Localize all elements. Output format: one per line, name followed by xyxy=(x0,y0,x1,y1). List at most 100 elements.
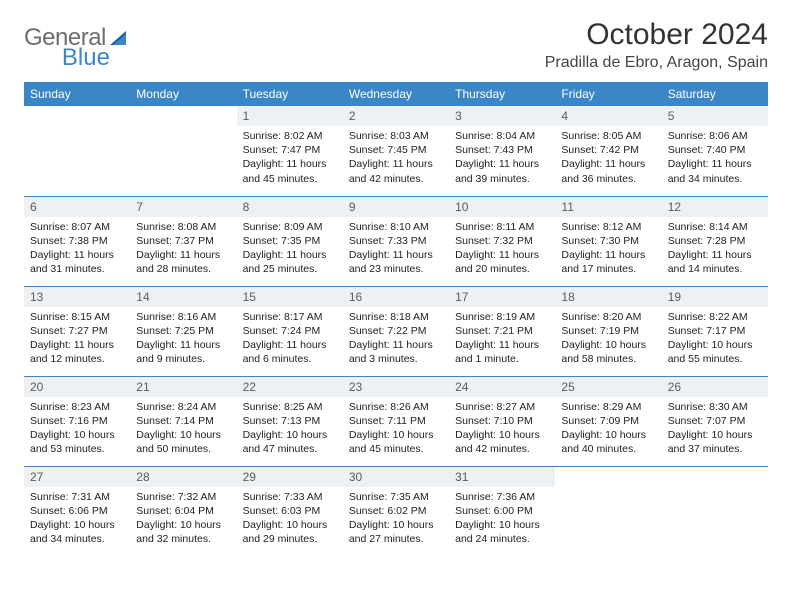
day-number: 30 xyxy=(343,467,449,487)
day-details: Sunrise: 8:20 AMSunset: 7:19 PMDaylight:… xyxy=(555,307,661,373)
day-number: 17 xyxy=(449,287,555,307)
day-cell: 9Sunrise: 8:10 AMSunset: 7:33 PMDaylight… xyxy=(343,196,449,286)
day-details: Sunrise: 8:12 AMSunset: 7:30 PMDaylight:… xyxy=(555,217,661,283)
dow-thu: Thursday xyxy=(449,82,555,106)
day-cell: 27Sunrise: 7:31 AMSunset: 6:06 PMDayligh… xyxy=(24,466,130,556)
day-details: Sunrise: 8:06 AMSunset: 7:40 PMDaylight:… xyxy=(662,126,768,192)
day-number: 19 xyxy=(662,287,768,307)
title-block: October 2024 Pradilla de Ebro, Aragon, S… xyxy=(545,18,768,72)
day-number: 3 xyxy=(449,106,555,126)
day-cell: 2Sunrise: 8:03 AMSunset: 7:45 PMDaylight… xyxy=(343,106,449,196)
day-cell: .. xyxy=(24,106,130,196)
day-details: Sunrise: 8:10 AMSunset: 7:33 PMDaylight:… xyxy=(343,217,449,283)
day-cell: 24Sunrise: 8:27 AMSunset: 7:10 PMDayligh… xyxy=(449,376,555,466)
dow-sat: Saturday xyxy=(662,82,768,106)
day-details: Sunrise: 8:29 AMSunset: 7:09 PMDaylight:… xyxy=(555,397,661,463)
day-number: 27 xyxy=(24,467,130,487)
day-details: Sunrise: 8:25 AMSunset: 7:13 PMDaylight:… xyxy=(237,397,343,463)
calendar-table: Sunday Monday Tuesday Wednesday Thursday… xyxy=(24,82,768,556)
day-details: Sunrise: 8:08 AMSunset: 7:37 PMDaylight:… xyxy=(130,217,236,283)
day-number: 28 xyxy=(130,467,236,487)
day-details: Sunrise: 7:31 AMSunset: 6:06 PMDaylight:… xyxy=(24,487,130,553)
day-number: 24 xyxy=(449,377,555,397)
week-row: ....1Sunrise: 8:02 AMSunset: 7:47 PMDayl… xyxy=(24,106,768,196)
day-details: Sunrise: 8:15 AMSunset: 7:27 PMDaylight:… xyxy=(24,307,130,373)
calendar-page: General Blue October 2024 Pradilla de Eb… xyxy=(0,0,792,574)
day-cell: 28Sunrise: 7:32 AMSunset: 6:04 PMDayligh… xyxy=(130,466,236,556)
day-details: Sunrise: 8:04 AMSunset: 7:43 PMDaylight:… xyxy=(449,126,555,192)
day-number: 7 xyxy=(130,197,236,217)
day-details: Sunrise: 8:23 AMSunset: 7:16 PMDaylight:… xyxy=(24,397,130,463)
dow-wed: Wednesday xyxy=(343,82,449,106)
day-number: 29 xyxy=(237,467,343,487)
location: Pradilla de Ebro, Aragon, Spain xyxy=(545,54,768,72)
brand-name-2: Blue xyxy=(62,44,110,72)
triangle-icon xyxy=(110,29,130,47)
day-cell: 17Sunrise: 8:19 AMSunset: 7:21 PMDayligh… xyxy=(449,286,555,376)
day-cell: 7Sunrise: 8:08 AMSunset: 7:37 PMDaylight… xyxy=(130,196,236,286)
day-cell: 15Sunrise: 8:17 AMSunset: 7:24 PMDayligh… xyxy=(237,286,343,376)
day-details: Sunrise: 8:27 AMSunset: 7:10 PMDaylight:… xyxy=(449,397,555,463)
day-cell: .. xyxy=(662,466,768,556)
day-cell: 11Sunrise: 8:12 AMSunset: 7:30 PMDayligh… xyxy=(555,196,661,286)
day-number: 4 xyxy=(555,106,661,126)
day-number: 20 xyxy=(24,377,130,397)
week-row: 6Sunrise: 8:07 AMSunset: 7:38 PMDaylight… xyxy=(24,196,768,286)
day-cell: 21Sunrise: 8:24 AMSunset: 7:14 PMDayligh… xyxy=(130,376,236,466)
day-details: Sunrise: 7:35 AMSunset: 6:02 PMDaylight:… xyxy=(343,487,449,553)
dow-tue: Tuesday xyxy=(237,82,343,106)
day-cell: 22Sunrise: 8:25 AMSunset: 7:13 PMDayligh… xyxy=(237,376,343,466)
day-cell: 4Sunrise: 8:05 AMSunset: 7:42 PMDaylight… xyxy=(555,106,661,196)
day-details: Sunrise: 8:05 AMSunset: 7:42 PMDaylight:… xyxy=(555,126,661,192)
day-details: Sunrise: 8:11 AMSunset: 7:32 PMDaylight:… xyxy=(449,217,555,283)
day-details: Sunrise: 8:24 AMSunset: 7:14 PMDaylight:… xyxy=(130,397,236,463)
day-number: 14 xyxy=(130,287,236,307)
day-details: Sunrise: 8:30 AMSunset: 7:07 PMDaylight:… xyxy=(662,397,768,463)
week-row: 13Sunrise: 8:15 AMSunset: 7:27 PMDayligh… xyxy=(24,286,768,376)
day-details: Sunrise: 8:03 AMSunset: 7:45 PMDaylight:… xyxy=(343,126,449,192)
day-number: 13 xyxy=(24,287,130,307)
day-cell: .. xyxy=(130,106,236,196)
day-cell: 31Sunrise: 7:36 AMSunset: 6:00 PMDayligh… xyxy=(449,466,555,556)
day-number: 16 xyxy=(343,287,449,307)
day-number: 22 xyxy=(237,377,343,397)
day-number: 31 xyxy=(449,467,555,487)
day-details: Sunrise: 8:19 AMSunset: 7:21 PMDaylight:… xyxy=(449,307,555,373)
day-number: 23 xyxy=(343,377,449,397)
day-details: Sunrise: 8:07 AMSunset: 7:38 PMDaylight:… xyxy=(24,217,130,283)
day-number: 8 xyxy=(237,197,343,217)
day-details: Sunrise: 8:16 AMSunset: 7:25 PMDaylight:… xyxy=(130,307,236,373)
day-cell: 20Sunrise: 8:23 AMSunset: 7:16 PMDayligh… xyxy=(24,376,130,466)
day-cell: 16Sunrise: 8:18 AMSunset: 7:22 PMDayligh… xyxy=(343,286,449,376)
day-details: Sunrise: 8:22 AMSunset: 7:17 PMDaylight:… xyxy=(662,307,768,373)
header: General Blue October 2024 Pradilla de Eb… xyxy=(24,18,768,72)
day-number: 25 xyxy=(555,377,661,397)
dow-row: Sunday Monday Tuesday Wednesday Thursday… xyxy=(24,82,768,106)
day-number: 1 xyxy=(237,106,343,126)
day-details: Sunrise: 8:17 AMSunset: 7:24 PMDaylight:… xyxy=(237,307,343,373)
day-details: Sunrise: 7:33 AMSunset: 6:03 PMDaylight:… xyxy=(237,487,343,553)
day-cell: 8Sunrise: 8:09 AMSunset: 7:35 PMDaylight… xyxy=(237,196,343,286)
day-number: 15 xyxy=(237,287,343,307)
day-number: 12 xyxy=(662,197,768,217)
week-row: 20Sunrise: 8:23 AMSunset: 7:16 PMDayligh… xyxy=(24,376,768,466)
day-cell: 1Sunrise: 8:02 AMSunset: 7:47 PMDaylight… xyxy=(237,106,343,196)
day-number: 2 xyxy=(343,106,449,126)
day-cell: 6Sunrise: 8:07 AMSunset: 7:38 PMDaylight… xyxy=(24,196,130,286)
day-cell: 14Sunrise: 8:16 AMSunset: 7:25 PMDayligh… xyxy=(130,286,236,376)
day-cell: 5Sunrise: 8:06 AMSunset: 7:40 PMDaylight… xyxy=(662,106,768,196)
day-cell: 13Sunrise: 8:15 AMSunset: 7:27 PMDayligh… xyxy=(24,286,130,376)
day-number: 26 xyxy=(662,377,768,397)
day-details: Sunrise: 7:32 AMSunset: 6:04 PMDaylight:… xyxy=(130,487,236,553)
day-cell: 19Sunrise: 8:22 AMSunset: 7:17 PMDayligh… xyxy=(662,286,768,376)
day-cell: 30Sunrise: 7:35 AMSunset: 6:02 PMDayligh… xyxy=(343,466,449,556)
day-cell: 29Sunrise: 7:33 AMSunset: 6:03 PMDayligh… xyxy=(237,466,343,556)
day-details: Sunrise: 8:26 AMSunset: 7:11 PMDaylight:… xyxy=(343,397,449,463)
day-number: 18 xyxy=(555,287,661,307)
day-number: 9 xyxy=(343,197,449,217)
day-number: 5 xyxy=(662,106,768,126)
day-cell: 23Sunrise: 8:26 AMSunset: 7:11 PMDayligh… xyxy=(343,376,449,466)
day-cell: 18Sunrise: 8:20 AMSunset: 7:19 PMDayligh… xyxy=(555,286,661,376)
brand-logo: General Blue xyxy=(24,24,184,52)
day-details: Sunrise: 8:14 AMSunset: 7:28 PMDaylight:… xyxy=(662,217,768,283)
